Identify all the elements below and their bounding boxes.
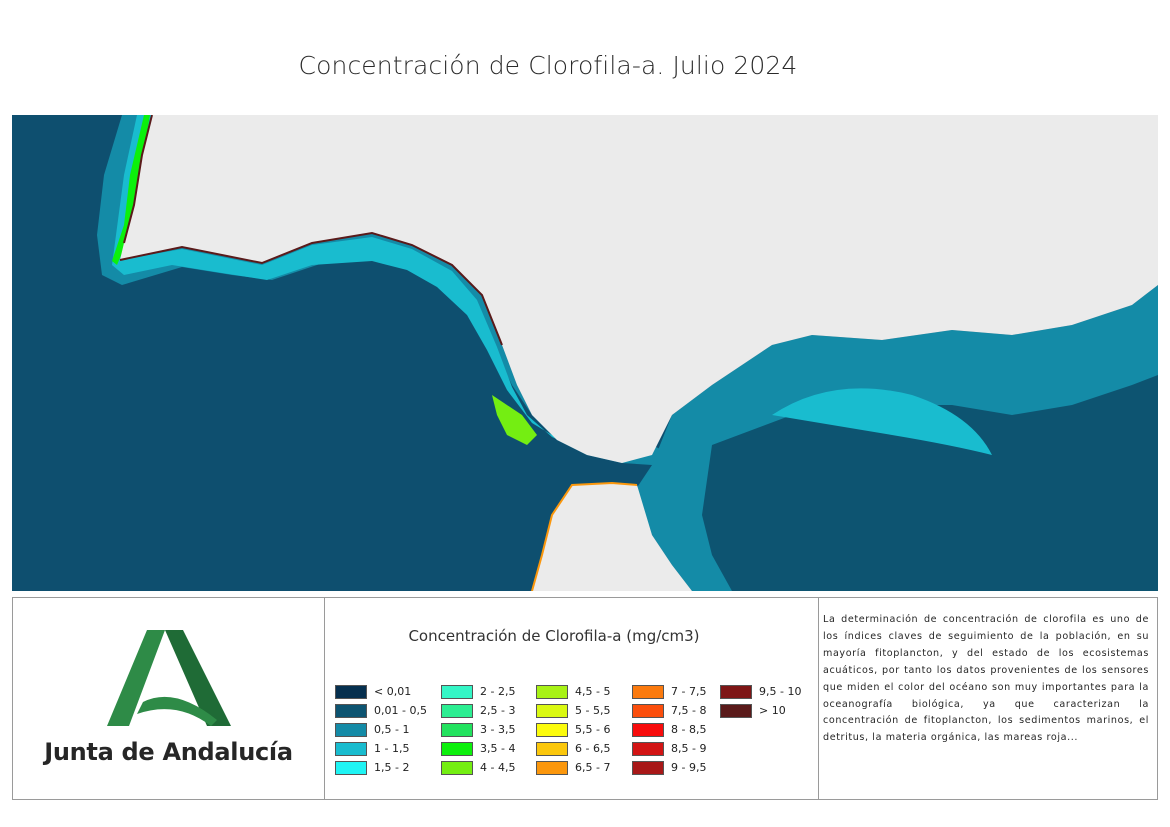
legend-item: 0,5 - 1 bbox=[335, 720, 441, 739]
legend-label: 4,5 - 5 bbox=[575, 685, 611, 698]
legend-item: > 10 bbox=[720, 701, 810, 720]
legend-swatch bbox=[335, 684, 367, 699]
legend-swatch bbox=[441, 684, 473, 699]
legend-panel: Concentración de Clorofila-a (mg/cm3) < … bbox=[324, 598, 819, 799]
legend-label: 2 - 2,5 bbox=[480, 685, 516, 698]
legend-label: 9,5 - 10 bbox=[759, 685, 802, 698]
legend-label: 8,5 - 9 bbox=[671, 742, 707, 755]
legend-item: 6,5 - 7 bbox=[536, 758, 632, 777]
alboran-deep bbox=[702, 375, 1158, 591]
legend-label: 4 - 4,5 bbox=[480, 761, 516, 774]
legend-item: 1,5 - 2 bbox=[335, 758, 441, 777]
legend-item: 2 - 2,5 bbox=[441, 682, 536, 701]
legend-item: 5,5 - 6 bbox=[536, 720, 632, 739]
legend-label: 0,01 - 0,5 bbox=[374, 704, 427, 717]
legend-label: 6 - 6,5 bbox=[575, 742, 611, 755]
legend-swatch bbox=[441, 703, 473, 718]
map-image bbox=[12, 115, 1158, 591]
legend-swatch bbox=[335, 741, 367, 756]
logo-text: Junta de Andalucía bbox=[44, 738, 293, 766]
legend-item: 0,01 - 0,5 bbox=[335, 701, 441, 720]
legend-label: 9 - 9,5 bbox=[671, 761, 707, 774]
legend-swatch bbox=[536, 722, 568, 737]
legend-item: < 0,01 bbox=[335, 682, 441, 701]
legend-item: 8 - 8,5 bbox=[632, 720, 720, 739]
andalusian-atlantic-coastline bbox=[119, 231, 503, 346]
legend-label: 2,5 - 3 bbox=[480, 704, 516, 717]
legend-item: 7,5 - 8 bbox=[632, 701, 720, 720]
legend-label: 8 - 8,5 bbox=[671, 723, 707, 736]
description-panel: La determinación de concentración de clo… bbox=[819, 598, 1157, 799]
legend-swatch bbox=[335, 722, 367, 737]
legend-item: 9 - 9,5 bbox=[632, 758, 720, 777]
legend-item: 7 - 7,5 bbox=[632, 682, 720, 701]
alboran-gyre-edge bbox=[772, 388, 992, 455]
legend-label: 6,5 - 7 bbox=[575, 761, 611, 774]
legend-swatch bbox=[536, 760, 568, 775]
legend-item: 3 - 3,5 bbox=[441, 720, 536, 739]
legend-item: 4 - 4,5 bbox=[441, 758, 536, 777]
legend-swatch bbox=[720, 684, 752, 699]
legend-swatch bbox=[335, 760, 367, 775]
legend-label: 3 - 3,5 bbox=[480, 723, 516, 736]
legend-item: 4,5 - 5 bbox=[536, 682, 632, 701]
legend-label: 1 - 1,5 bbox=[374, 742, 410, 755]
legend-swatch bbox=[441, 722, 473, 737]
legend-swatch bbox=[632, 722, 664, 737]
legend-grid: < 0,01 0,01 - 0,5 0,5 - 1 1 - 1,5 1,5 - 2 2 -… bbox=[335, 682, 810, 777]
legend-swatch bbox=[536, 684, 568, 699]
legend-label: < 0,01 bbox=[374, 685, 412, 698]
legend-swatch bbox=[536, 703, 568, 718]
chlorophyll-map bbox=[12, 115, 1158, 591]
legend-label: 5,5 - 6 bbox=[575, 723, 611, 736]
legend-label: 0,5 - 1 bbox=[374, 723, 410, 736]
legend-item: 3,5 - 4 bbox=[441, 739, 536, 758]
cadiz-bloom bbox=[492, 395, 537, 445]
legend-item: 1 - 1,5 bbox=[335, 739, 441, 758]
legend-swatch bbox=[335, 703, 367, 718]
portugal-bloom bbox=[112, 115, 150, 265]
legend-label: 7,5 - 8 bbox=[671, 704, 707, 717]
legend-label: 3,5 - 4 bbox=[480, 742, 516, 755]
map-footer: Junta de Andalucía Concentración de Clor… bbox=[12, 597, 1158, 800]
logo-panel: Junta de Andalucía bbox=[13, 598, 325, 799]
legend-label: 7 - 7,5 bbox=[671, 685, 707, 698]
legend-label: 1,5 - 2 bbox=[374, 761, 410, 774]
legend-swatch bbox=[720, 703, 752, 718]
legend-swatch bbox=[441, 760, 473, 775]
legend-item: 2,5 - 3 bbox=[441, 701, 536, 720]
page-title: Concentración de Clorofila-a. Julio 2024 bbox=[298, 51, 798, 80]
legend-item: 9,5 - 10 bbox=[720, 682, 810, 701]
legend-swatch bbox=[632, 760, 664, 775]
legend-item: 8,5 - 9 bbox=[632, 739, 720, 758]
legend-item: 5 - 5,5 bbox=[536, 701, 632, 720]
legend-swatch bbox=[632, 703, 664, 718]
portugal-coastline bbox=[123, 115, 153, 244]
legend-item: 6 - 6,5 bbox=[536, 739, 632, 758]
junta-andalucia-a-logo-icon bbox=[107, 630, 231, 726]
legend-label: 5 - 5,5 bbox=[575, 704, 611, 717]
legend-swatch bbox=[632, 684, 664, 699]
north-africa-land bbox=[532, 483, 692, 591]
iberian-peninsula-land bbox=[120, 115, 1158, 463]
legend-swatch bbox=[632, 741, 664, 756]
legend-swatch bbox=[441, 741, 473, 756]
description-text: La determinación de concentración de clo… bbox=[823, 614, 1149, 744]
moroccan-coastline bbox=[531, 481, 638, 591]
legend-label: > 10 bbox=[759, 704, 786, 717]
legend-swatch bbox=[536, 741, 568, 756]
legend-title: Concentración de Clorofila-a (mg/cm3) bbox=[408, 627, 700, 645]
